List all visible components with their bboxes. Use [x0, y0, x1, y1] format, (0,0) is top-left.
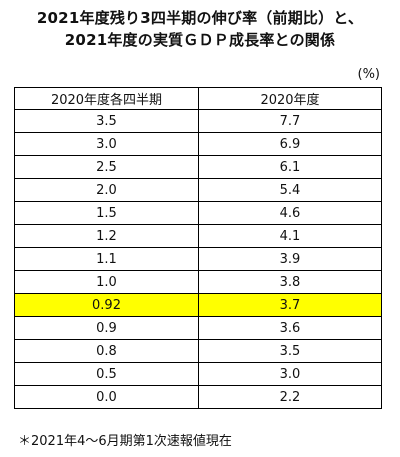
cell-annual: 3.5 — [198, 339, 382, 363]
cell-quarterly: 0.9 — [14, 316, 199, 340]
cell-annual: 3.8 — [198, 270, 382, 294]
table-row: 1.5 4.6 — [14, 201, 382, 225]
cell-quarterly: 2.5 — [14, 155, 199, 179]
cell-annual: 6.1 — [198, 155, 382, 179]
cell-quarterly: 0.5 — [14, 362, 199, 386]
cell-annual: 7.7 — [198, 109, 382, 133]
growth-table: 2020年度各四半期 2020年度 3.5 7.7 3.0 6.9 2.5 6.1 2… — [14, 87, 382, 409]
cell-quarterly: 3.5 — [14, 109, 199, 133]
table-row: 1.2 4.1 — [14, 224, 382, 248]
cell-quarterly: 1.2 — [14, 224, 199, 248]
cell-annual: 5.4 — [198, 178, 382, 202]
cell-annual: 3.7 — [198, 293, 382, 317]
cell-quarterly: 1.0 — [14, 270, 199, 294]
cell-quarterly: 0.8 — [14, 339, 199, 363]
cell-quarterly: 0.92 — [14, 293, 199, 317]
table-row: 0.8 3.5 — [14, 339, 382, 363]
title-line-2: 2021年度の実質ＧＤＰ成長率との関係 — [64, 31, 336, 49]
cell-annual: 2.2 — [198, 385, 382, 409]
header-row: 2020年度各四半期 2020年度 — [14, 87, 382, 110]
cell-quarterly: 2.0 — [14, 178, 199, 202]
cell-annual: 3.6 — [198, 316, 382, 340]
table-row-highlighted: 0.92 3.7 — [14, 293, 382, 317]
header-fiscal-year: 2020年度 — [198, 87, 382, 110]
cell-quarterly: 0.0 — [14, 385, 199, 409]
unit-label: (%) — [357, 67, 381, 82]
cell-annual: 4.6 — [198, 201, 382, 225]
cell-annual: 3.9 — [198, 247, 382, 271]
table-row: 0.0 2.2 — [14, 385, 382, 409]
table-row: 1.0 3.8 — [14, 270, 382, 294]
cell-quarterly: 3.0 — [14, 132, 199, 156]
footnote: ＊2021年4～6月期第1次速報値現在 — [18, 434, 232, 449]
header-quarterly: 2020年度各四半期 — [14, 87, 199, 110]
table-row: 2.5 6.1 — [14, 155, 382, 179]
table-row: 3.5 7.7 — [14, 109, 382, 133]
cell-annual: 4.1 — [198, 224, 382, 248]
cell-quarterly: 1.5 — [14, 201, 199, 225]
table-row: 3.0 6.9 — [14, 132, 382, 156]
table-row: 0.9 3.6 — [14, 316, 382, 340]
cell-annual: 3.0 — [198, 362, 382, 386]
table-row: 0.5 3.0 — [14, 362, 382, 386]
title-line-1: 2021年度残り3四半期の伸び率（前期比）と、 — [36, 9, 364, 27]
cell-quarterly: 1.1 — [14, 247, 199, 271]
table-row: 2.0 5.4 — [14, 178, 382, 202]
cell-annual: 6.9 — [198, 132, 382, 156]
table-row: 1.1 3.9 — [14, 247, 382, 271]
